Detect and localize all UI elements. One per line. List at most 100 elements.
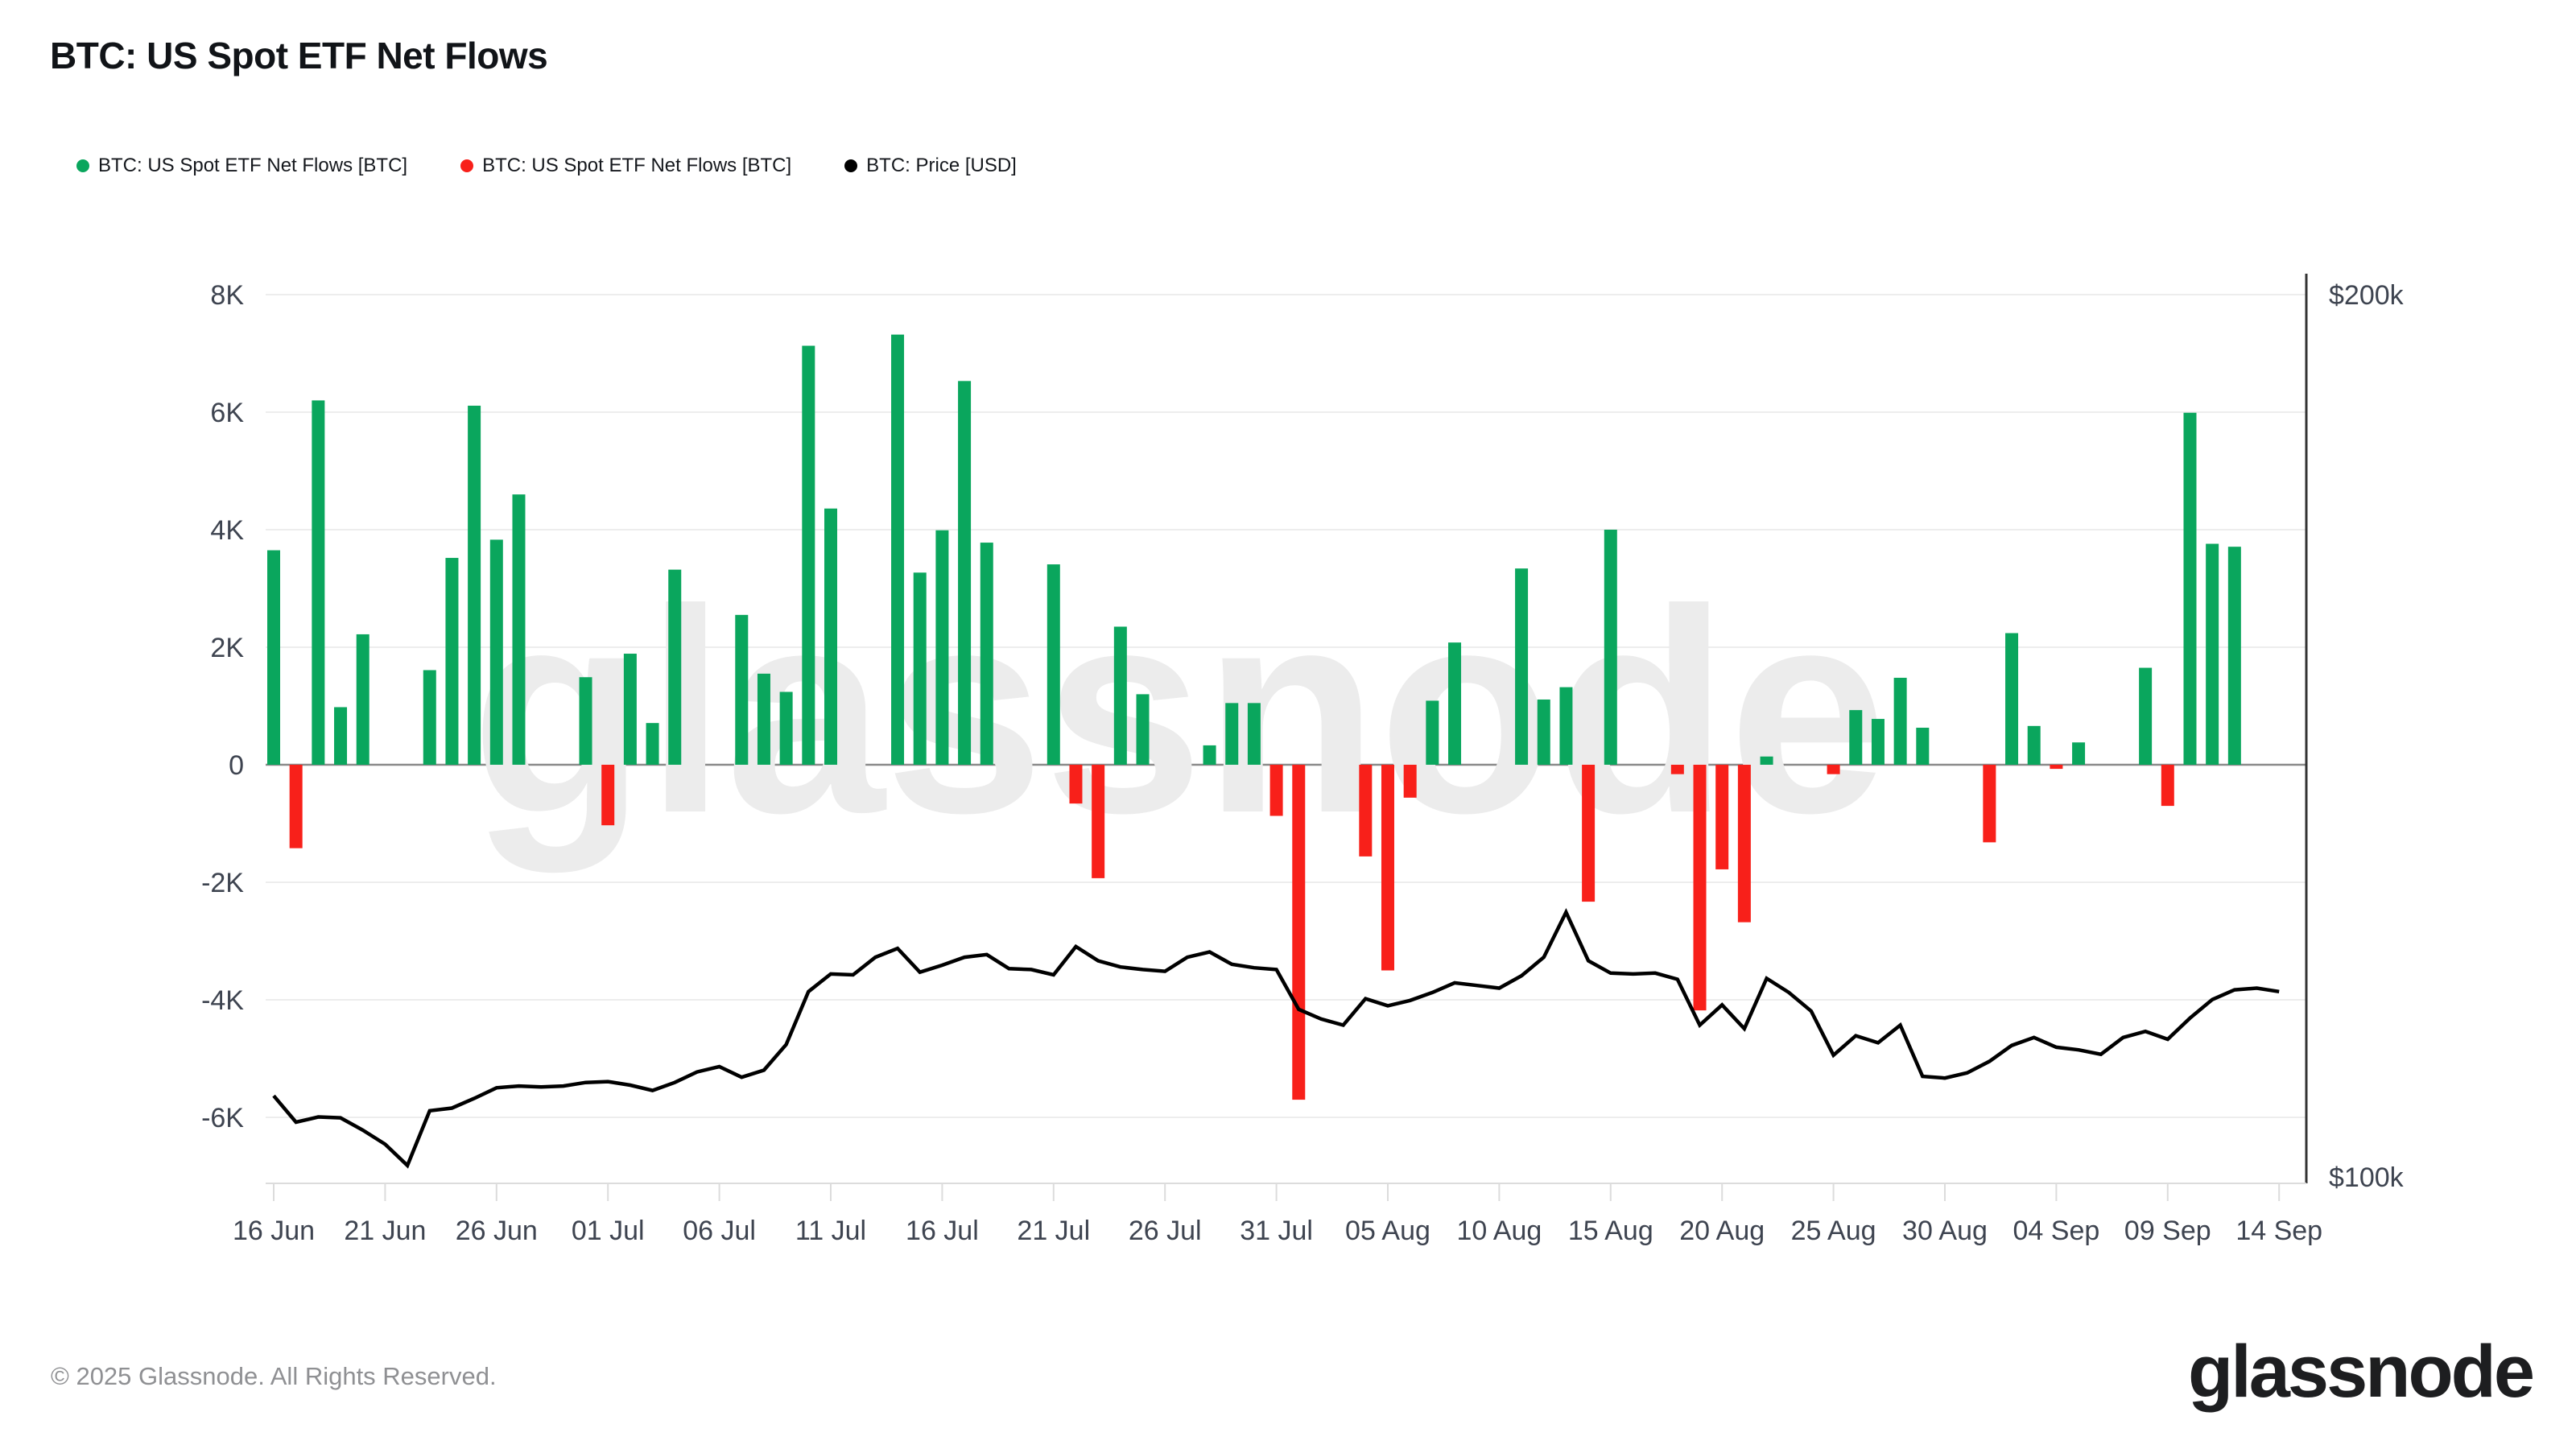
flow-bar-positive[interactable]	[1448, 642, 1462, 765]
y-right-tick-label: $100k	[2329, 1162, 2405, 1193]
flow-bar-positive[interactable]	[779, 691, 793, 765]
legend-label: BTC: US Spot ETF Net Flows [BTC]	[98, 155, 408, 176]
flow-bar-negative[interactable]	[1670, 765, 1684, 774]
flow-bar-positive[interactable]	[935, 530, 949, 765]
flow-bar-positive[interactable]	[356, 634, 369, 765]
flow-bar-positive[interactable]	[958, 381, 972, 765]
flow-bar-positive[interactable]	[267, 550, 280, 765]
flow-bar-positive[interactable]	[1537, 699, 1550, 765]
flow-bar-negative[interactable]	[1092, 765, 1105, 878]
flow-bar-positive[interactable]	[1604, 530, 1617, 765]
y-left-tick-label: -6K	[201, 1103, 244, 1133]
y-left-tick-label: 2K	[210, 633, 244, 663]
flow-bar-negative[interactable]	[289, 765, 303, 848]
flow-bar-positive[interactable]	[2206, 543, 2219, 765]
flow-bar-positive[interactable]	[1136, 694, 1150, 765]
x-tick-label: 30 Aug	[1902, 1216, 1988, 1246]
flow-bar-negative[interactable]	[1359, 765, 1373, 857]
flow-bar-positive[interactable]	[1559, 687, 1573, 765]
y-left-tick-label: -2K	[201, 868, 244, 898]
flow-bar-negative[interactable]	[1403, 765, 1417, 798]
x-tick-label: 21 Jul	[1017, 1216, 1090, 1246]
flow-bar-negative[interactable]	[2050, 765, 2063, 770]
flow-bar-positive[interactable]	[2139, 667, 2153, 765]
flow-bar-positive[interactable]	[2005, 633, 2019, 765]
y-left-tick-label: 8K	[210, 280, 244, 311]
flow-bar-positive[interactable]	[334, 707, 348, 765]
flow-bar-positive[interactable]	[1247, 703, 1261, 765]
flow-bar-positive[interactable]	[2072, 742, 2086, 765]
x-tick-label: 16 Jun	[233, 1216, 315, 1246]
flow-bar-positive[interactable]	[423, 670, 436, 765]
legend: BTC: US Spot ETF Net Flows [BTC] BTC: US…	[76, 155, 1017, 177]
flow-bar-negative[interactable]	[1269, 765, 1283, 816]
flow-bar-positive[interactable]	[1849, 710, 1863, 765]
flow-bar-negative[interactable]	[1292, 765, 1306, 1100]
flow-bar-positive[interactable]	[1916, 728, 1930, 765]
legend-item-netflows-negative[interactable]: BTC: US Spot ETF Net Flows [BTC]	[460, 155, 791, 177]
flow-bar-positive[interactable]	[1760, 756, 1773, 765]
flow-bar-negative[interactable]	[1827, 765, 1840, 774]
glassnode-watermark: glassnode	[471, 550, 1888, 875]
x-tick-label: 21 Jun	[344, 1216, 426, 1246]
flow-bar-positive[interactable]	[1046, 564, 1060, 765]
flow-bar-positive[interactable]	[1113, 626, 1127, 765]
x-tick-label: 04 Sep	[2013, 1216, 2100, 1246]
flow-bar-positive[interactable]	[757, 673, 770, 765]
x-tick-label: 14 Sep	[2235, 1216, 2322, 1246]
flow-bar-negative[interactable]	[1069, 765, 1083, 804]
x-tick-label: 15 Aug	[1568, 1216, 1653, 1246]
legend-item-netflows-positive[interactable]: BTC: US Spot ETF Net Flows [BTC]	[76, 155, 407, 177]
y-left-tick-label: 4K	[210, 515, 244, 546]
flow-bar-positive[interactable]	[913, 572, 927, 765]
flow-bar-positive[interactable]	[1203, 745, 1216, 765]
x-tick-label: 31 Jul	[1240, 1216, 1313, 1246]
flow-bar-positive[interactable]	[445, 558, 459, 765]
flow-bar-positive[interactable]	[579, 677, 592, 765]
x-tick-label: 09 Sep	[2124, 1216, 2211, 1246]
y-axis-right-labels: $200k $100k	[2329, 280, 2405, 1193]
x-tick-label: 11 Jul	[795, 1216, 866, 1246]
flow-bar-positive[interactable]	[2027, 725, 2041, 765]
x-tick-label: 26 Jun	[456, 1216, 538, 1246]
flow-bar-positive[interactable]	[1225, 703, 1239, 765]
flow-bar-positive[interactable]	[489, 539, 503, 765]
flow-bar-positive[interactable]	[468, 405, 481, 765]
flow-bar-positive[interactable]	[891, 334, 905, 765]
y-left-tick-label: 6K	[210, 398, 244, 428]
flow-bar-positive[interactable]	[735, 614, 749, 765]
flow-bar-positive[interactable]	[1515, 568, 1529, 765]
legend-dot-black-icon	[844, 159, 858, 172]
y-left-tick-label: -4K	[201, 985, 244, 1016]
flow-bar-positive[interactable]	[668, 569, 682, 765]
flow-bar-positive[interactable]	[512, 494, 526, 765]
flow-bar-negative[interactable]	[1381, 765, 1394, 971]
x-tick-label: 26 Jul	[1129, 1216, 1202, 1246]
flow-bar-negative[interactable]	[1983, 765, 1996, 843]
x-tick-label: 05 Aug	[1345, 1216, 1430, 1246]
flow-bar-positive[interactable]	[1871, 719, 1885, 765]
flow-bar-positive[interactable]	[824, 508, 837, 765]
flow-bar-positive[interactable]	[1426, 700, 1439, 765]
flow-bar-positive[interactable]	[802, 345, 815, 765]
flow-bar-negative[interactable]	[1737, 765, 1751, 923]
y-axis-left-labels: 8K 6K 4K 2K 0 -2K -4K -6K	[201, 280, 244, 1133]
flow-bar-positive[interactable]	[1893, 677, 1907, 765]
x-axis: 16 Jun 21 Jun 26 Jun 01 Jul 06 Jul 11 Jul 16 J…	[233, 1183, 2322, 1246]
flow-bar-positive[interactable]	[980, 543, 993, 765]
flow-bar-negative[interactable]	[1582, 765, 1596, 902]
price-line[interactable]	[272, 907, 2280, 1169]
flow-bar-negative[interactable]	[2161, 765, 2174, 807]
copyright-notice: © 2025 Glassnode. All Rights Reserved.	[51, 1362, 497, 1390]
x-tick-label: 25 Aug	[1791, 1216, 1876, 1246]
legend-item-price[interactable]: BTC: Price [USD]	[844, 155, 1017, 177]
flow-bar-positive[interactable]	[312, 400, 325, 765]
flow-bar-positive[interactable]	[2183, 412, 2197, 765]
flow-bar-negative[interactable]	[601, 765, 615, 826]
flow-bar-positive[interactable]	[623, 654, 637, 765]
flow-bar-positive[interactable]	[2227, 547, 2241, 765]
flow-bar-positive[interactable]	[646, 723, 659, 765]
flow-bar-negative[interactable]	[1715, 765, 1729, 869]
flow-bar-negative[interactable]	[1693, 765, 1707, 1011]
